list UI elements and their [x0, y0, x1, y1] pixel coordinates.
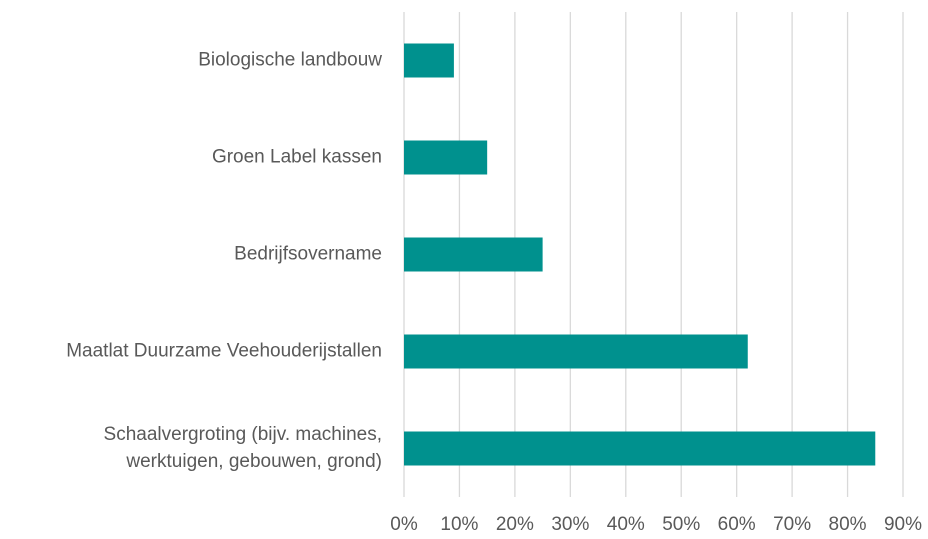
x-tick-label: 50%: [662, 514, 700, 535]
bar: [404, 431, 876, 466]
y-tick-label: Bedrijfsovername: [234, 244, 382, 265]
y-tick-label: Schaalvergroting (bijv. machines,: [104, 424, 382, 445]
bar: [404, 334, 748, 369]
bar: [404, 140, 488, 175]
y-tick-label: Groen Label kassen: [212, 147, 382, 168]
y-tick-label: werktuigen, gebouwen, grond): [125, 451, 382, 472]
x-tick-label: 60%: [718, 514, 756, 535]
x-tick-label: 70%: [773, 514, 811, 535]
x-tick-label: 90%: [884, 514, 922, 535]
y-tick-label: Maatlat Duurzame Veehouderijstallen: [66, 341, 382, 362]
y-tick-label: Biologische landbouw: [198, 50, 382, 71]
bar: [404, 43, 454, 78]
x-tick-label: 30%: [551, 514, 589, 535]
x-tick-label: 10%: [440, 514, 478, 535]
bar: [404, 237, 543, 272]
x-tick-label: 20%: [496, 514, 534, 535]
x-tick-label: 0%: [390, 514, 418, 535]
x-tick-label: 80%: [829, 514, 867, 535]
x-tick-label: 40%: [607, 514, 645, 535]
